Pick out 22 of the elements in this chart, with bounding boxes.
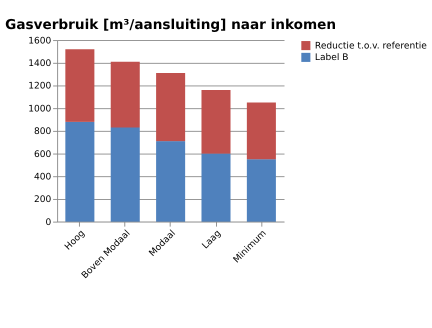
legend-label: Reductie t.o.v. referentie [314, 41, 428, 52]
bar [156, 73, 186, 142]
bar [246, 159, 276, 222]
bar [110, 127, 140, 222]
bar [201, 154, 231, 222]
y-tick-label: 800 [34, 127, 52, 138]
y-tick-label: 600 [34, 150, 52, 160]
chart-title: Gasverbruik [m³/aansluiting] naar inkomen [5, 17, 336, 34]
y-tick-label: 1200 [28, 82, 52, 92]
bar [65, 49, 94, 122]
bar [246, 102, 276, 160]
y-tick-label: 200 [34, 195, 52, 206]
bar [110, 62, 140, 128]
bar [65, 122, 94, 222]
y-tick-label: 400 [34, 172, 52, 182]
y-tick-label: 1600 [28, 36, 52, 46]
y-tick-label: 1400 [28, 59, 52, 70]
bar [201, 90, 231, 154]
y-tick-label: 0 [45, 218, 52, 228]
legend-label: Label B [314, 53, 348, 64]
bar [156, 141, 186, 222]
y-tick-label: 1000 [28, 104, 52, 114]
